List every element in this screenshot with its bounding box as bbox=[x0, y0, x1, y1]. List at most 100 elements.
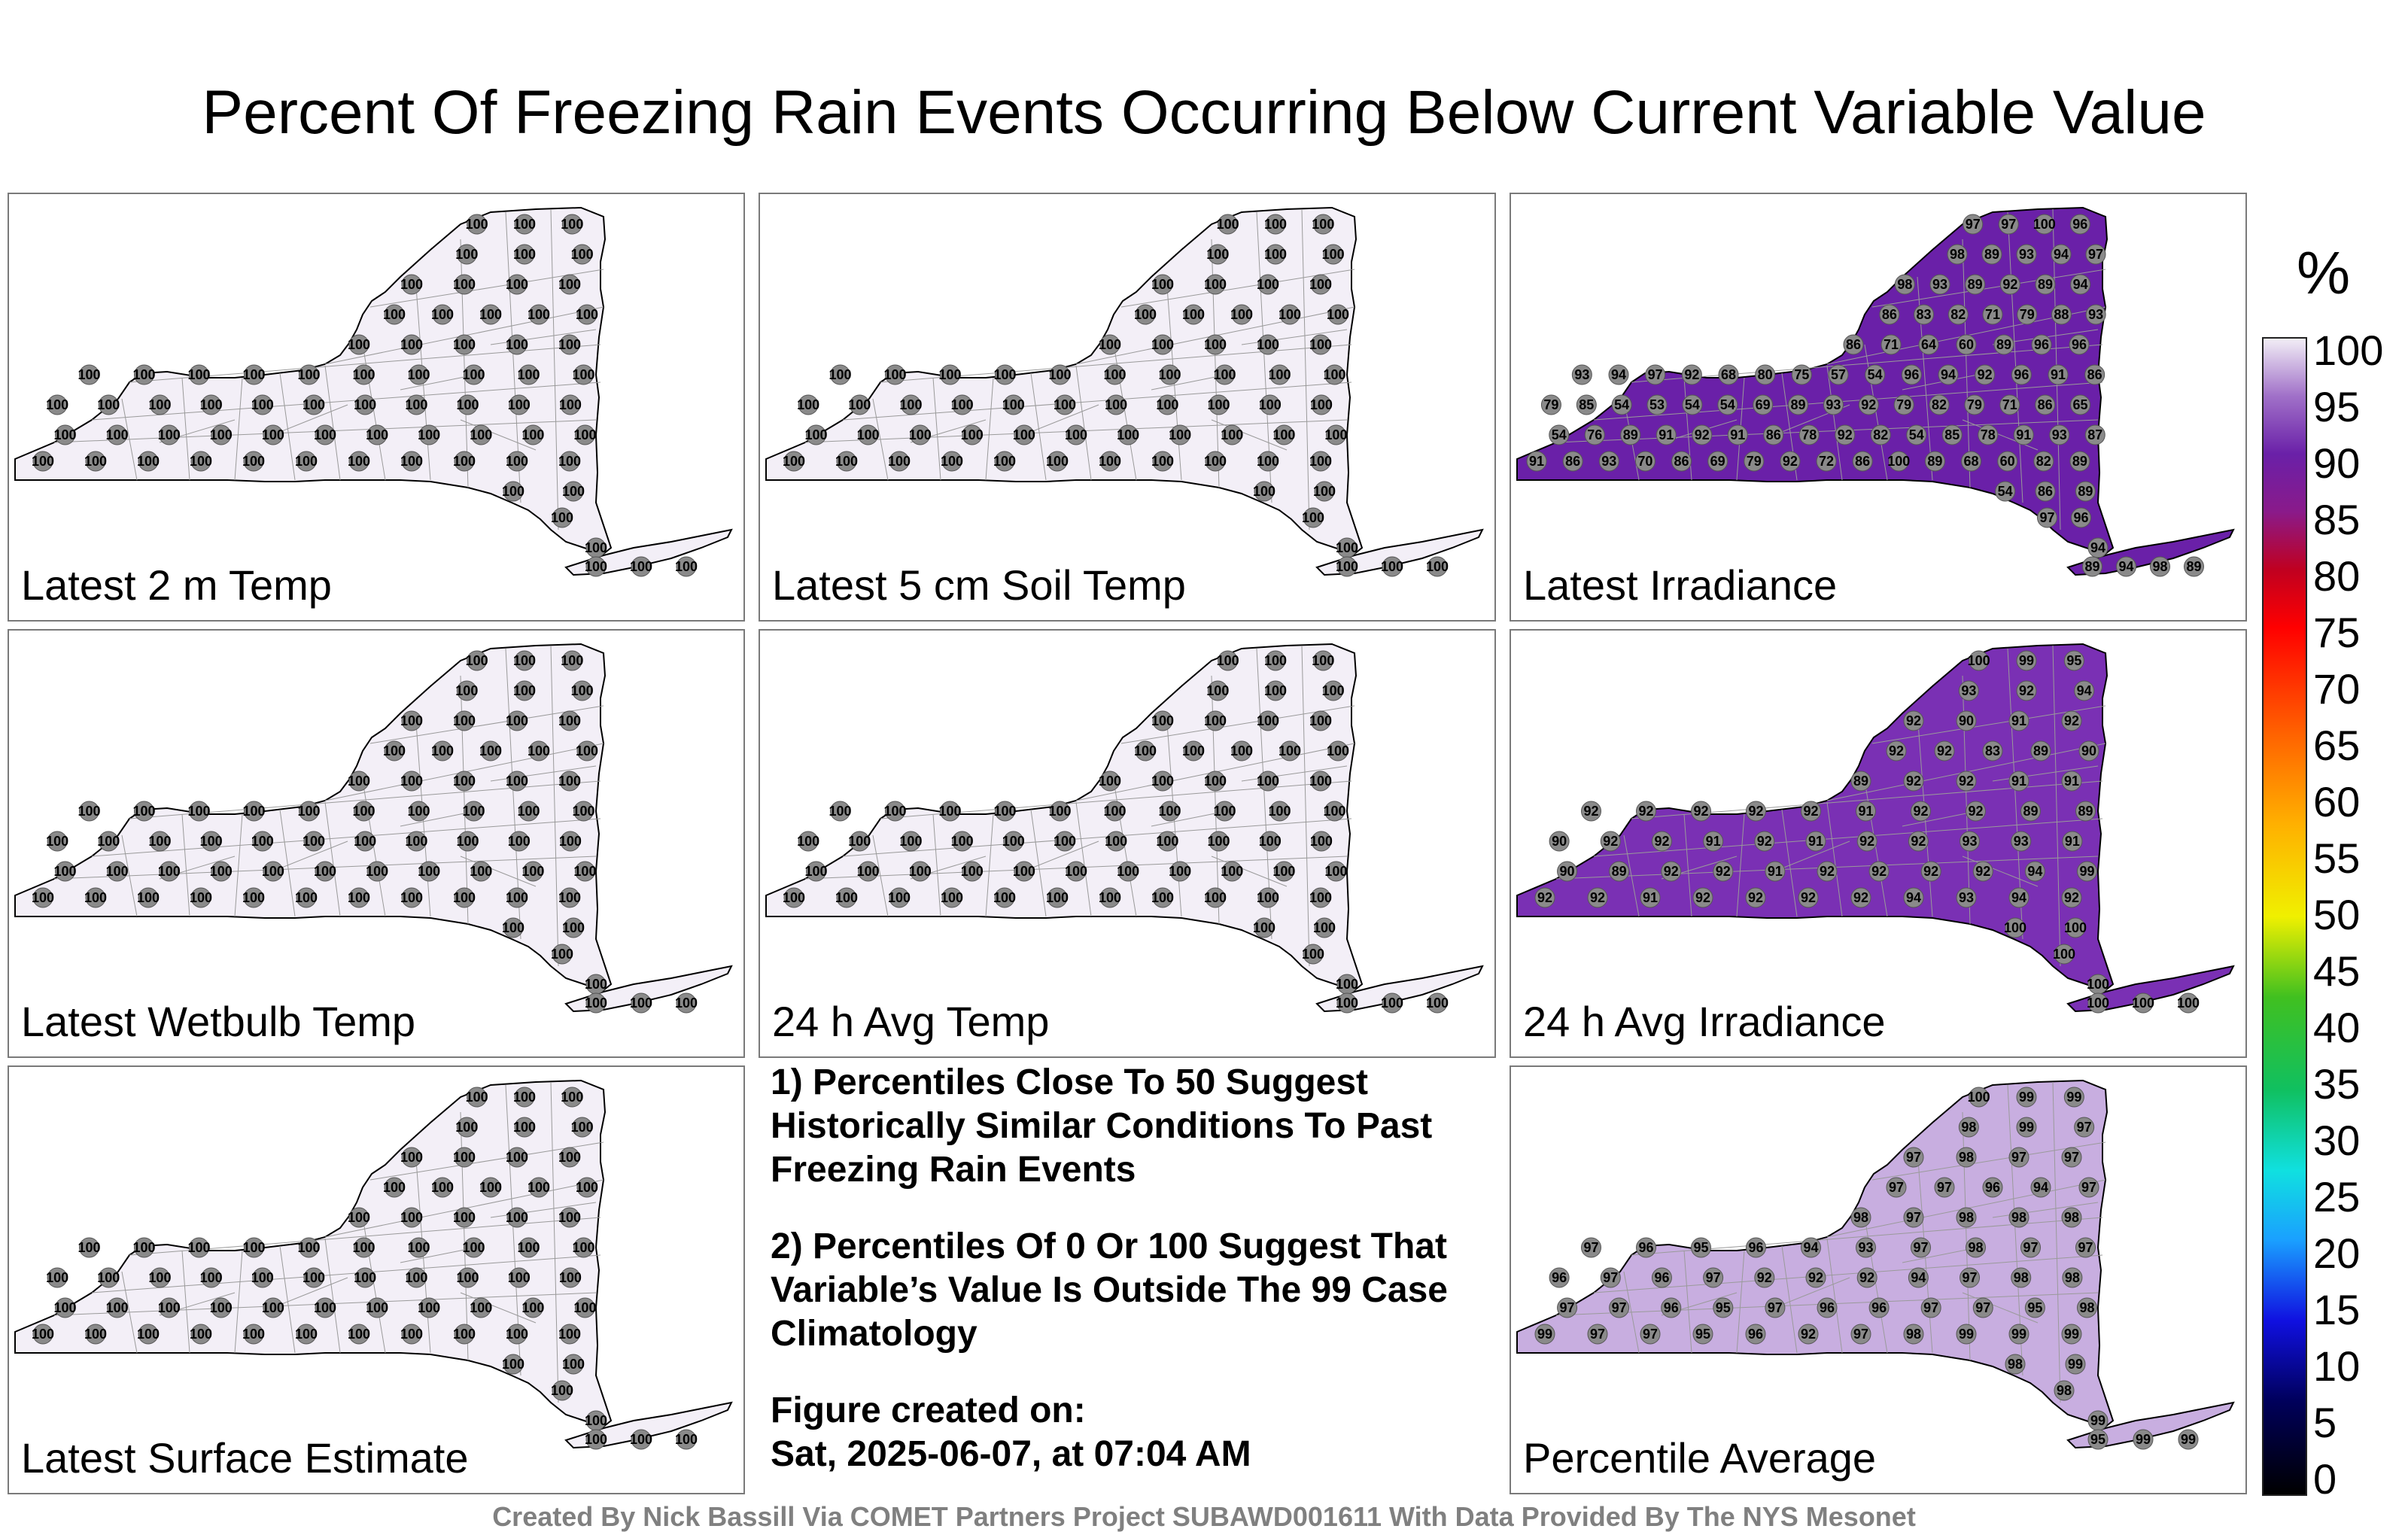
station-marker bbox=[1894, 274, 1915, 295]
station-marker bbox=[1609, 1297, 1630, 1318]
station-value: 100 bbox=[137, 454, 160, 469]
station-marker bbox=[1382, 556, 1403, 577]
station-marker bbox=[47, 831, 68, 852]
station-value: 100 bbox=[517, 804, 540, 819]
station-marker bbox=[572, 244, 593, 265]
station-marker bbox=[303, 394, 324, 415]
station-marker bbox=[1640, 887, 1661, 908]
county-boundary bbox=[1736, 813, 1745, 917]
station-marker bbox=[1805, 831, 1826, 852]
station-marker bbox=[1105, 831, 1126, 852]
station-value: 95 bbox=[2090, 1432, 2105, 1447]
station-marker bbox=[1231, 740, 1252, 761]
station-marker bbox=[995, 801, 1015, 822]
station-marker bbox=[354, 1267, 375, 1288]
station-marker bbox=[1215, 364, 1235, 385]
station-marker bbox=[2087, 537, 2109, 558]
panel-label: Latest Surface Estimate bbox=[21, 1434, 469, 1482]
county-boundary bbox=[400, 810, 476, 827]
county-boundary bbox=[1962, 239, 1971, 488]
station-marker bbox=[1257, 334, 1278, 355]
station-marker bbox=[2016, 1087, 2037, 1108]
colorbar bbox=[2262, 337, 2307, 1496]
station-value: 100 bbox=[251, 1270, 274, 1285]
station-marker bbox=[98, 831, 119, 852]
colorbar-tick-label: 70 bbox=[2313, 665, 2361, 713]
station-marker bbox=[1269, 364, 1290, 385]
station-value: 100 bbox=[2177, 995, 2200, 1011]
station-marker bbox=[1003, 831, 1024, 852]
station-marker bbox=[2020, 801, 2041, 822]
station-marker bbox=[559, 771, 580, 792]
county-boundary bbox=[1301, 645, 1310, 967]
station-marker bbox=[366, 861, 388, 882]
station-marker bbox=[1746, 1237, 1766, 1258]
county-boundary bbox=[1211, 856, 1288, 887]
station-value: 100 bbox=[502, 1357, 524, 1372]
station-marker bbox=[348, 771, 369, 792]
station-marker bbox=[2008, 1147, 2029, 1168]
station-value: 100 bbox=[453, 454, 476, 469]
station-marker bbox=[480, 1177, 501, 1198]
panel-label: Latest Wetbulb Temp bbox=[21, 998, 416, 1045]
station-value: 100 bbox=[97, 1270, 120, 1285]
station-value: 100 bbox=[1327, 743, 1349, 758]
station-marker bbox=[2031, 334, 2052, 355]
station-value: 100 bbox=[909, 427, 932, 442]
station-value: 100 bbox=[521, 427, 544, 442]
station-marker bbox=[1314, 917, 1335, 938]
station-marker bbox=[1218, 650, 1239, 671]
station-marker bbox=[631, 556, 652, 577]
station-marker bbox=[522, 861, 543, 882]
station-marker bbox=[1427, 992, 1448, 1014]
station-value: 100 bbox=[857, 427, 880, 442]
station-marker bbox=[514, 680, 535, 701]
station-marker bbox=[1798, 1324, 1819, 1345]
station-value: 100 bbox=[506, 713, 528, 728]
county-boundary bbox=[460, 419, 537, 451]
station-value: 100 bbox=[431, 1180, 454, 1195]
station-value: 100 bbox=[1208, 397, 1230, 412]
station-value: 97 bbox=[1583, 1240, 1598, 1255]
county-boundary bbox=[91, 1254, 601, 1293]
station-value: 100 bbox=[909, 864, 932, 879]
station-value: 95 bbox=[1693, 1240, 1708, 1255]
station-marker bbox=[32, 451, 53, 472]
station-value: 100 bbox=[400, 277, 423, 292]
station-value: 100 bbox=[200, 834, 223, 849]
station-marker bbox=[190, 1324, 211, 1345]
station-value: 100 bbox=[558, 1327, 581, 1342]
station-value: 99 bbox=[2019, 653, 2034, 668]
station-marker bbox=[2071, 507, 2091, 528]
station-value: 82 bbox=[1932, 397, 1947, 412]
station-marker bbox=[1105, 394, 1126, 415]
station-marker bbox=[244, 801, 264, 822]
station-value: 97 bbox=[1906, 1210, 1921, 1225]
station-marker bbox=[2008, 1207, 2029, 1228]
station-marker bbox=[2011, 1267, 2032, 1288]
station-marker bbox=[1215, 801, 1235, 822]
station-marker bbox=[2133, 992, 2154, 1014]
station-value: 96 bbox=[1664, 1300, 1679, 1315]
county-boundary bbox=[279, 372, 296, 481]
station-value: 92 bbox=[1923, 864, 1938, 879]
station-marker bbox=[1908, 1267, 1929, 1288]
station-marker bbox=[2074, 680, 2095, 701]
station-value: 100 bbox=[314, 1300, 336, 1315]
station-value: 100 bbox=[1156, 397, 1178, 412]
station-value: 100 bbox=[455, 1120, 478, 1135]
station-marker bbox=[2030, 740, 2051, 761]
station-value: 100 bbox=[242, 454, 265, 469]
county-boundary bbox=[1030, 809, 1047, 917]
station-marker bbox=[1257, 274, 1278, 295]
station-marker bbox=[518, 801, 539, 822]
station-marker bbox=[1324, 801, 1345, 822]
station-value: 100 bbox=[1310, 397, 1333, 412]
station-marker bbox=[552, 944, 573, 965]
station-marker bbox=[1183, 740, 1204, 761]
station-marker bbox=[107, 1297, 128, 1318]
station-value: 100 bbox=[462, 804, 485, 819]
station-value: 100 bbox=[348, 774, 370, 789]
station-value: 100 bbox=[513, 1120, 536, 1135]
station-marker bbox=[1651, 831, 1672, 852]
